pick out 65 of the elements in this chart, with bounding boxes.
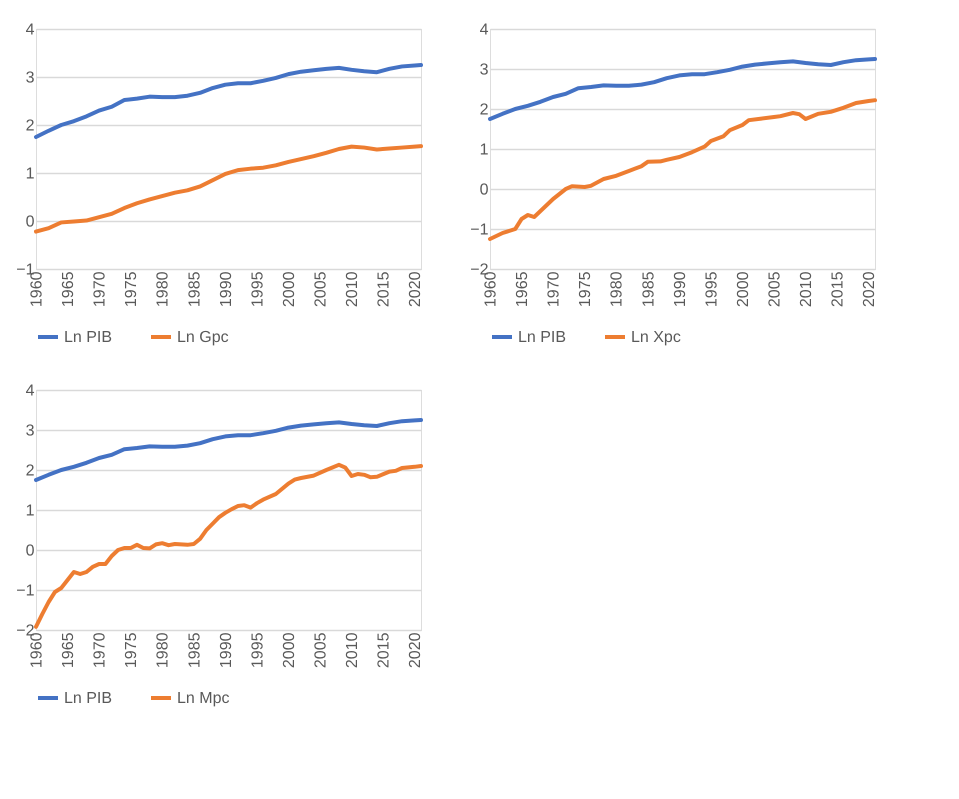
y-tick-label: 2 [26,118,35,134]
y-tick-label: 1 [26,502,35,520]
line-series [34,144,423,234]
y-tick-label: 2 [480,102,489,118]
x-tick-label: 1995 [249,271,266,308]
legend-label: Ln PIB [64,690,112,707]
x-tick-label: 1970 [92,271,109,308]
y-tick-label: 0 [26,542,35,560]
y-tick-label: 1 [480,142,489,158]
x-tick-label: 2020 [861,271,878,308]
x-tick-label: 1965 [514,271,532,308]
x-tick-label: 1970 [92,632,109,668]
x-tick-label: 1965 [60,632,78,668]
x-tick-label: 2015 [376,271,393,308]
y-tick-label: 0 [26,214,35,230]
x-tick-label: 1975 [123,632,140,668]
line-series [34,462,423,629]
x-tick-label: 1990 [218,632,235,668]
y-tick-label: 3 [480,62,489,78]
x-tick-label: 2000 [734,271,752,308]
x-tick-label: 2000 [280,271,298,308]
legend-label: Ln PIB [64,329,112,346]
x-tick-label: 1990 [672,271,689,308]
x-tick-label: 1975 [577,271,594,308]
x-tick-label: 1980 [154,271,172,308]
y-tick-label: 4 [26,22,35,38]
x-tick-label: 2020 [407,271,424,308]
y-tick-label: −1 [16,582,35,600]
x-tick-label: 1965 [60,271,78,308]
x-tick-label: 2000 [280,632,298,668]
y-tick-label: 1 [26,166,35,182]
x-tick-label: 2015 [376,632,393,668]
x-tick-label: 1975 [123,271,140,308]
x-tick-label: 1980 [154,632,172,668]
y-tick-label: 3 [26,422,35,440]
x-tick-label: 2005 [312,271,330,308]
x-tick-label: 1995 [703,271,720,308]
line-series [34,418,423,482]
x-tick-label: 1985 [186,632,204,668]
x-tick-label: 1985 [186,271,204,308]
x-tick-label: 1985 [640,271,658,308]
x-tick-label: 2015 [830,271,847,308]
y-tick-label: 2 [26,462,35,480]
x-tick-label: 2020 [407,632,424,668]
legend-label: Ln Gpc [177,329,229,346]
y-tick-label: 0 [480,182,489,198]
line-series [488,57,877,121]
x-tick-label: 1990 [218,271,235,308]
legend-label: Ln Xpc [631,329,681,346]
x-tick-label: 1970 [546,271,563,308]
y-tick-label: 4 [26,382,35,400]
x-tick-label: 1980 [608,271,626,308]
x-tick-label: 2010 [798,271,816,308]
legend-label: Ln Mpc [177,690,230,707]
x-tick-label: 1995 [249,632,266,668]
x-tick-label: 2005 [312,632,330,668]
line-series [488,98,877,241]
x-tick-label: 2005 [766,271,784,308]
y-tick-label: −1 [470,222,489,238]
x-tick-label: 2010 [344,271,362,308]
x-tick-label: 2010 [344,632,362,668]
line-series [34,63,423,139]
legend-label: Ln PIB [518,329,566,346]
y-tick-label: 4 [480,22,489,38]
y-tick-label: 3 [26,70,35,86]
